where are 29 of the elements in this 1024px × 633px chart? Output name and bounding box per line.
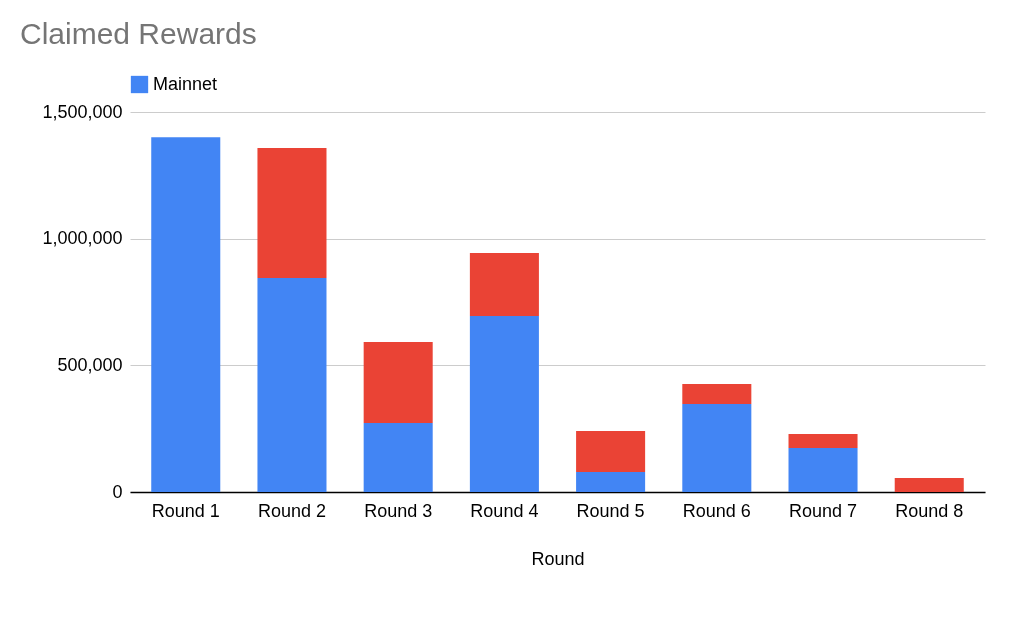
x-tick-label: Round 4: [470, 500, 539, 521]
y-tick-label: 0: [112, 481, 123, 502]
y-tick-label: 500,000: [57, 354, 123, 375]
y-tick-label: 1,000,000: [42, 228, 123, 249]
x-tick-label: Round 2: [257, 500, 326, 521]
bar: [788, 433, 858, 448]
bar: [576, 471, 646, 492]
bar: [257, 277, 327, 492]
legend-label: Mainnet: [153, 73, 218, 94]
bar: [363, 342, 433, 424]
bar: [151, 137, 221, 492]
chart-title: Claimed Rewards: [20, 17, 257, 50]
x-tick-label: Round 1: [151, 500, 220, 521]
bar: [469, 315, 539, 492]
x-axis-title: Round: [531, 548, 585, 569]
x-tick-label: Round 7: [789, 500, 858, 521]
x-tick-label: Round 3: [364, 500, 433, 521]
x-tick-label: Round 6: [682, 500, 751, 521]
bar: [682, 404, 752, 492]
bar: [788, 447, 858, 492]
bar: [576, 430, 646, 472]
bar: [363, 423, 433, 492]
x-tick-label: Round 8: [895, 500, 964, 521]
bar: [894, 478, 964, 492]
x-tick-label: Round 5: [576, 500, 645, 521]
bar: [257, 147, 327, 278]
y-tick-label: 1,500,000: [42, 101, 123, 122]
bar: [469, 253, 539, 316]
bar: [682, 384, 752, 405]
